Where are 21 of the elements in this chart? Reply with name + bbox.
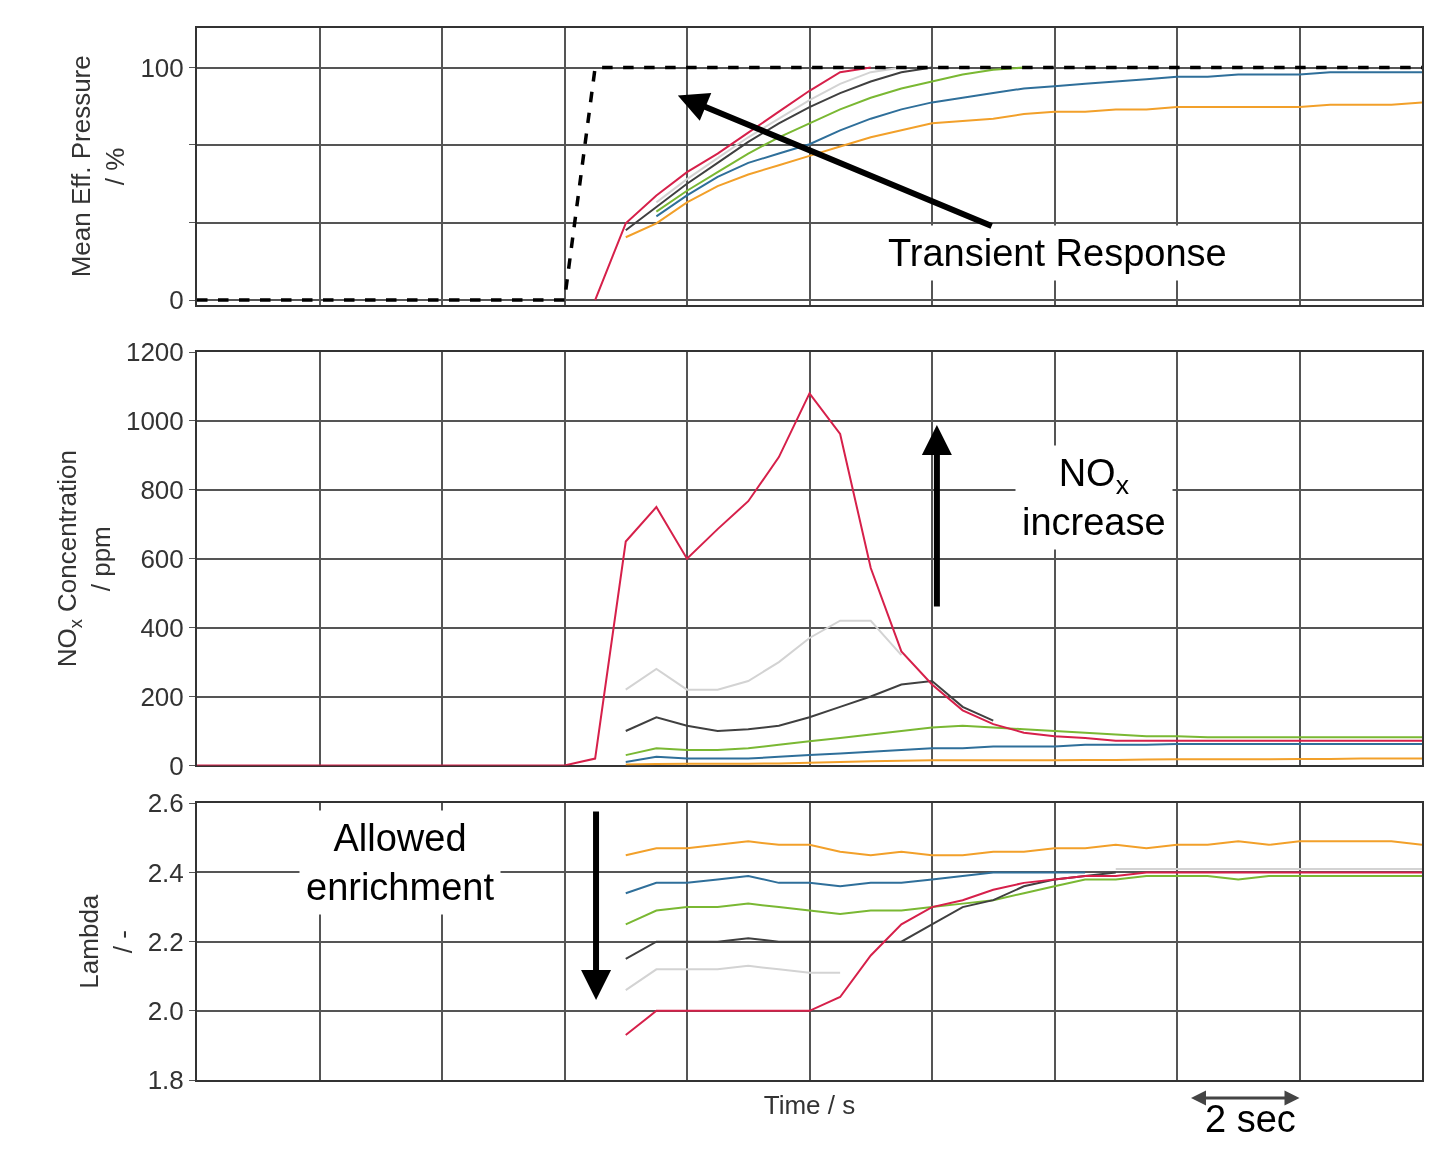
y-tick-label: 1200 <box>125 337 184 368</box>
y-tick-label: 2.6 <box>147 788 184 819</box>
annotation: Allowed enrichment <box>306 817 495 909</box>
y-tick-label: 2.0 <box>147 995 184 1026</box>
y-tick-label: 2.2 <box>147 926 184 957</box>
y-tick-label: 1.8 <box>147 1065 184 1096</box>
y-tick-label: 1000 <box>125 406 184 437</box>
y-tick-label: 200 <box>140 681 184 712</box>
text: 2 sec <box>1205 1098 1296 1140</box>
annotation: Transient Response <box>888 232 1227 274</box>
y-tick-label: 400 <box>140 612 184 643</box>
y-tick-label: 0 <box>169 285 184 316</box>
y-axis-title: Lambda / - <box>73 894 138 989</box>
y-tick-label: 2.4 <box>147 857 184 888</box>
annotation: NO$_{x}$ increase <box>1022 452 1166 544</box>
y-tick-label: 100 <box>140 52 184 83</box>
y-axis-title: Mean Eff. Pressure / % <box>66 55 131 278</box>
y-tick-label: 800 <box>140 474 184 505</box>
y-tick-label: 600 <box>140 543 184 574</box>
x-axis-title: Time / s <box>763 1090 856 1121</box>
y-tick-label: 0 <box>169 750 184 781</box>
